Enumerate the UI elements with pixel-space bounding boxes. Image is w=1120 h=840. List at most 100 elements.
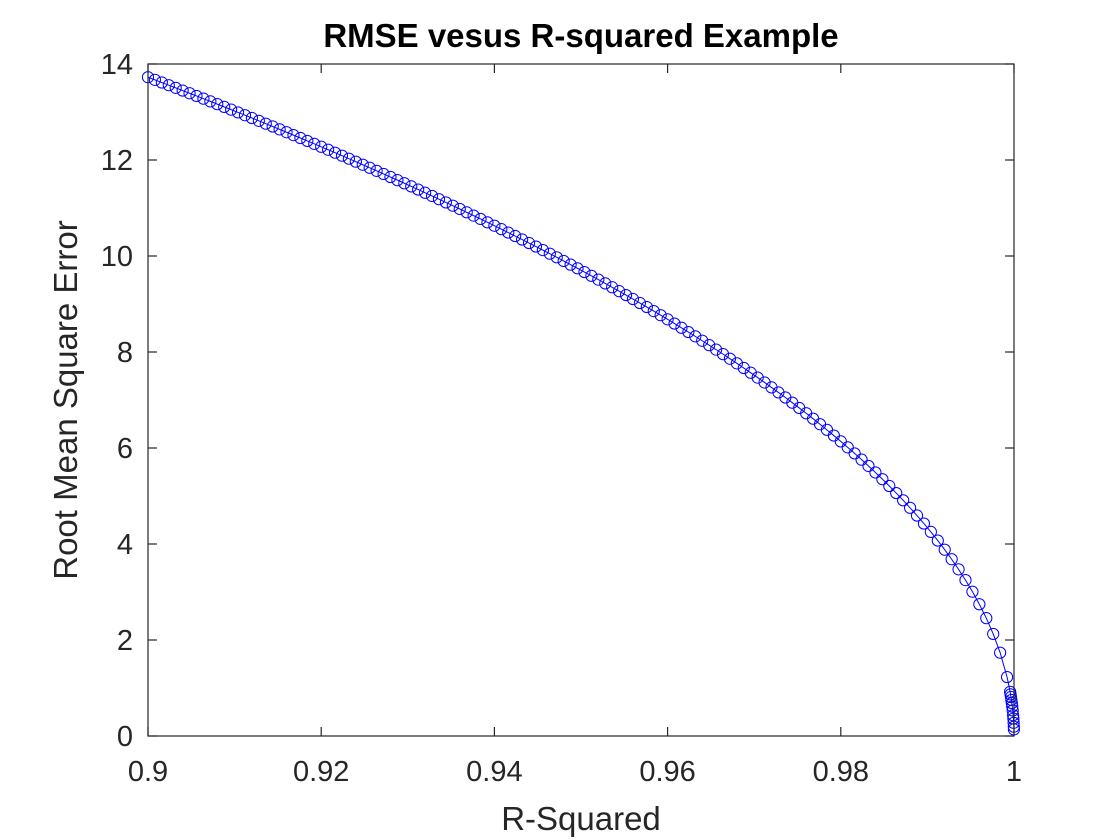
data-point-marker [578,265,591,279]
data-point-marker [405,180,418,193]
data-point-marker [571,262,584,275]
data-point-marker [176,84,189,97]
data-point-marker [183,87,196,100]
y-axis-label: Root Mean Square Error [47,220,84,580]
data-point-marker [432,193,446,206]
data-point-marker [619,288,633,302]
data-point-marker [294,131,307,145]
data-point-marker [585,269,598,282]
data-point-marker [994,646,1007,659]
data-point-marker [716,348,730,361]
data-point-marker [245,111,259,125]
x-tick-label: 0.92 [293,756,349,788]
data-point-marker [238,109,252,122]
data-point-marker [543,247,556,260]
data-point-marker [557,254,570,268]
data-point-marker [356,158,369,171]
data-point-marker [425,189,439,203]
data-point-marker [155,76,168,89]
data-point-marker [723,352,737,365]
data-point-marker [536,244,550,257]
data-point-marker [488,219,501,232]
data-point-marker [973,598,986,611]
data-point-marker [952,563,965,576]
data-point-marker [626,292,640,306]
data-point-marker [218,100,231,113]
data-point-marker [467,209,480,222]
data-point-marker [883,479,896,493]
data-point-marker [315,140,328,153]
data-point-marker [204,95,217,108]
data-point-marker [599,277,612,290]
data-point-marker [509,229,522,243]
data-point-marker [931,534,944,547]
data-point-marker [287,129,300,142]
data-point-marker [730,357,743,370]
data-point-marker [148,73,162,86]
data-point-marker [412,183,425,196]
data-point-marker [377,167,390,181]
data-point-marker [633,296,646,310]
data-point-marker [266,120,279,133]
y-tick-label: 4 [117,529,133,561]
data-point-marker [1006,700,1019,713]
data-point-marker [460,206,473,219]
data-point-marker [169,81,182,94]
x-tick-label: 1 [1006,756,1022,788]
data-point-marker [474,212,487,226]
data-point-marker [876,473,889,486]
data-point-marker [959,574,972,587]
data-point-marker [668,317,681,330]
y-tick-label: 2 [117,625,133,657]
data-point-marker [225,103,238,116]
data-point-marker [363,161,376,174]
data-point-marker [1000,670,1014,684]
data-point-marker [190,89,203,103]
data-point-marker [252,114,265,127]
data-point-marker [592,273,605,286]
data-point-marker [737,361,750,375]
data-point-marker [419,186,432,199]
data-point-marker [910,509,924,522]
data-point-marker [613,285,626,298]
data-point-marker [682,325,695,339]
data-point-marker [529,240,543,253]
data-point-marker [744,366,757,379]
data-point-marker [398,177,411,190]
data-point-marker [966,585,979,598]
data-point-marker [897,494,910,507]
chart-title: RMSE vesus R-squared Example [323,17,838,54]
series-line-group [147,76,1015,730]
data-point-marker [308,137,321,150]
data-point-marker [550,251,563,264]
y-tick-label: 0 [117,721,133,753]
data-point-marker [495,223,508,236]
data-point-marker [675,321,688,334]
data-point-marker [231,106,245,119]
data-point-marker [869,466,882,479]
y-tick-label: 8 [117,337,133,369]
data-point-marker [259,117,272,130]
data-point-marker [197,92,210,105]
data-point-marker [703,339,716,352]
data-point-marker [384,170,397,184]
data-point-marker [751,371,764,384]
data-point-marker [903,501,917,514]
data-point-marker [945,553,958,566]
data-point-marker [370,164,383,177]
data-point-marker [516,233,529,246]
data-point-marker [439,196,452,209]
x-tick-label: 0.9 [128,756,168,788]
y-tick-label: 6 [117,433,133,465]
series-markers-group [141,71,1021,736]
data-point-marker [328,146,342,159]
data-point-marker [342,152,356,165]
data-point-marker [640,300,653,314]
data-point-marker [606,281,619,294]
data-point-marker [862,459,875,473]
data-point-marker [301,134,314,148]
data-point-marker [391,174,404,187]
data-point-marker [980,612,993,625]
data-point-marker [855,453,868,466]
data-point-marker [502,226,515,239]
